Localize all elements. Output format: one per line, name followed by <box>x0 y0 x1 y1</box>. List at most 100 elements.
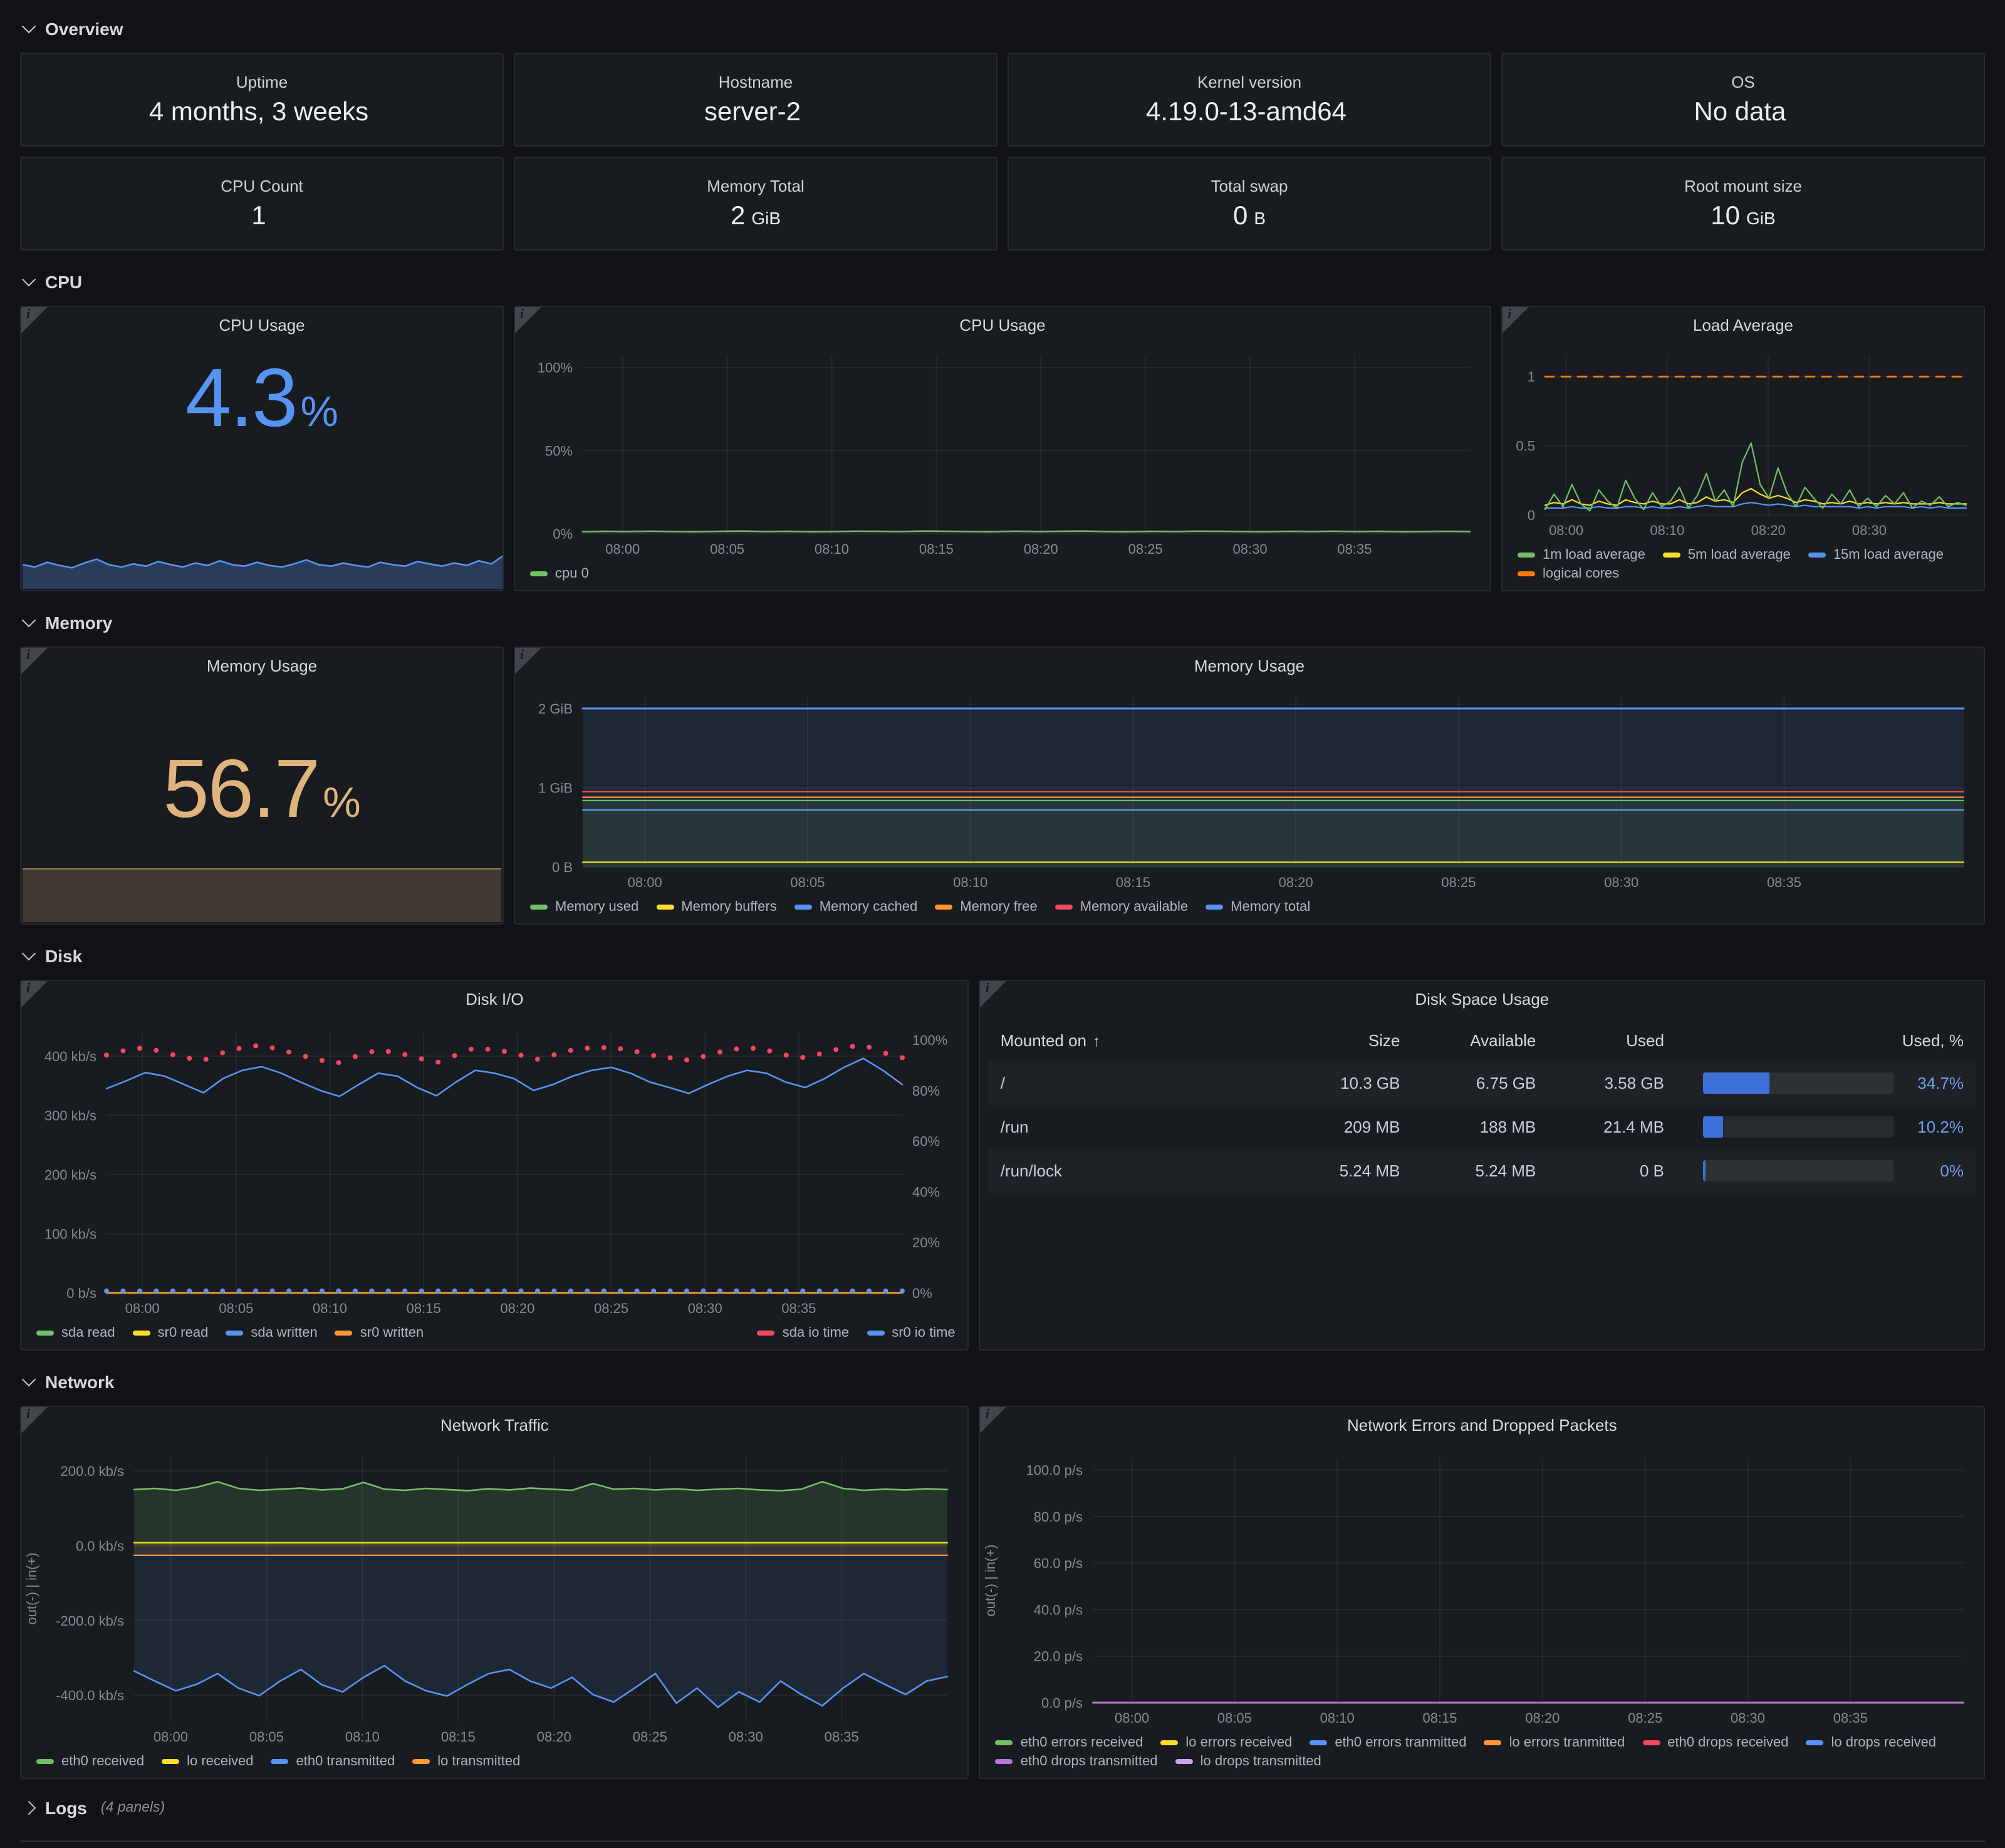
stat-title: CPU Count <box>221 176 303 195</box>
legend-item[interactable]: 15m load average <box>1808 548 1944 563</box>
svg-text:0.0 p/s: 0.0 p/s <box>1042 1695 1083 1711</box>
panel-info-icon[interactable]: i <box>21 1407 48 1433</box>
legend-item[interactable]: Memory available <box>1055 900 1188 915</box>
section-logs[interactable]: Logs (4 panels) <box>20 1792 1985 1842</box>
cpu-usage-chart[interactable]: 0% 50% 100% 08:00 08:05 08:10 08:15 08:20 08:25 0… <box>515 343 1490 564</box>
svg-text:08:10: 08:10 <box>1320 1710 1355 1726</box>
legend-label: lo drops transmitted <box>1200 1754 1321 1769</box>
stat-memory-total: Memory Total 2 GiB <box>514 157 997 251</box>
stat-root-mount-size: Root mount size 10 GiB <box>1501 157 1985 251</box>
section-network[interactable]: Network <box>20 1363 1985 1401</box>
svg-text:08:35: 08:35 <box>1833 1710 1868 1726</box>
section-panel-count: (4 panels) <box>100 1800 165 1815</box>
legend-item[interactable]: eth0 drops transmitted <box>995 1754 1158 1769</box>
panel-title[interactable]: Memory Usage <box>206 657 318 675</box>
legend-item[interactable]: lo errors tranmitted <box>1484 1735 1625 1750</box>
legend-item[interactable]: lo transmitted <box>412 1754 520 1769</box>
panel-title[interactable]: Disk I/O <box>466 990 524 1009</box>
legend-label: lo received <box>187 1754 254 1769</box>
section-title: Overview <box>45 19 123 39</box>
section-overview[interactable]: Overview <box>20 10 1985 48</box>
panel-info-icon[interactable]: i <box>21 981 48 1007</box>
svg-text:08:05: 08:05 <box>249 1729 284 1745</box>
panel-title[interactable]: Disk Space Usage <box>1415 990 1549 1009</box>
stat-value: 4 months, 3 weeks <box>148 97 369 126</box>
legend-item[interactable]: lo drops transmitted <box>1175 1754 1321 1769</box>
panel-title[interactable]: CPU Usage <box>219 316 305 335</box>
section-cpu[interactable]: CPU <box>20 263 1985 301</box>
table-cell: 188 MB <box>1479 1118 1536 1136</box>
column-header-used-pct[interactable]: Used, % <box>1902 1031 1964 1050</box>
legend-item[interactable]: sda read <box>36 1326 115 1341</box>
legend-item[interactable]: 5m load average <box>1662 548 1791 563</box>
legend-item[interactable]: sda io time <box>757 1326 849 1341</box>
panel-title[interactable]: Network Errors and Dropped Packets <box>1347 1416 1617 1435</box>
panel-title[interactable]: Memory Usage <box>1194 657 1305 675</box>
memory-usage-chart[interactable]: 0 B 1 GiB 2 GiB 08:00 08:05 08:10 08:15 08:20 08… <box>515 684 1984 897</box>
svg-text:08:00: 08:00 <box>1549 522 1583 538</box>
gauge-fill <box>1703 1116 1722 1138</box>
legend-series-swatch <box>226 1331 244 1336</box>
legend-item[interactable]: sr0 written <box>335 1326 424 1341</box>
table-header-row: Mounted on ↑ Size Available Used Used, % <box>988 1020 1976 1061</box>
legend-item[interactable]: Memory total <box>1206 900 1310 915</box>
panel-info-icon[interactable]: i <box>980 1407 1007 1433</box>
column-header-mounted-on[interactable]: Mounted on ↑ <box>1000 1031 1101 1050</box>
legend-item[interactable]: lo received <box>162 1754 254 1769</box>
svg-text:100%: 100% <box>912 1032 947 1048</box>
legend-item[interactable]: logical cores <box>1518 566 1619 581</box>
panel-info-icon[interactable]: i <box>1502 307 1529 333</box>
panel-info-icon[interactable]: i <box>980 981 1007 1007</box>
legend-item[interactable]: eth0 received <box>36 1754 144 1769</box>
svg-text:200 kb/s: 200 kb/s <box>44 1167 96 1183</box>
legend-item[interactable]: Memory buffers <box>656 900 777 915</box>
section-disk[interactable]: Disk <box>20 937 1985 975</box>
legend-item[interactable]: Memory cached <box>794 900 917 915</box>
table-cell: 5.24 MB <box>1475 1161 1536 1180</box>
legend-item[interactable]: cpu 0 <box>530 566 589 581</box>
section-memory[interactable]: Memory <box>20 604 1985 641</box>
stat-os: OS No data <box>1501 53 1985 147</box>
legend-item[interactable]: eth0 drops received <box>1642 1735 1789 1750</box>
legend-item[interactable]: lo errors received <box>1160 1735 1292 1750</box>
panel-title[interactable]: Load Average <box>1693 316 1793 335</box>
network-errors-chart[interactable]: 0.0 p/s 20.0 p/s 40.0 p/s 60.0 p/s 80.0 p/s 1… <box>981 1443 1984 1733</box>
legend-item[interactable]: sda written <box>226 1326 318 1341</box>
legend-item[interactable]: eth0 transmitted <box>271 1754 395 1769</box>
legend-item[interactable]: lo drops received <box>1806 1735 1936 1750</box>
legend-item[interactable]: sr0 read <box>132 1326 208 1341</box>
column-header-size[interactable]: Size <box>1368 1031 1400 1050</box>
legend-series-swatch <box>530 571 548 576</box>
table-cell: /run/lock <box>1000 1161 1062 1180</box>
column-header-available[interactable]: Available <box>1470 1031 1536 1050</box>
panel-title[interactable]: Network Traffic <box>440 1416 549 1435</box>
panel-info-icon[interactable]: i <box>21 648 48 674</box>
section-title: Memory <box>45 613 113 633</box>
panel-disk-space-usage: i Disk Space Usage Mounted on ↑ Size Avai… <box>979 980 1985 1351</box>
svg-text:08:25: 08:25 <box>1441 875 1476 890</box>
disk-io-chart[interactable]: 0 b/s 100 kb/s 200 kb/s 300 kb/s 400 kb/s 0% 2… <box>21 1017 968 1323</box>
stat-value: 2 GiB <box>730 201 781 230</box>
panel-info-icon[interactable]: i <box>515 307 541 333</box>
legend-series-swatch <box>36 1759 54 1764</box>
legend-item[interactable]: sr0 io time <box>867 1326 956 1341</box>
legend-item[interactable]: Memory used <box>530 900 638 915</box>
panel-title[interactable]: CPU Usage <box>959 316 1046 335</box>
load-average-chart[interactable]: 0 0.5 1 08:00 08:10 08:20 08:30 <box>1502 343 1984 545</box>
panel-info-icon[interactable]: i <box>21 307 48 333</box>
network-traffic-chart[interactable]: 200.0 kb/s 0.0 kb/s -200.0 kb/s -400.0 kb/s… <box>21 1443 968 1752</box>
legend-item[interactable]: eth0 errors received <box>995 1735 1143 1750</box>
legend-item[interactable]: 1m load average <box>1518 548 1645 563</box>
column-header-used[interactable]: Used <box>1626 1031 1664 1050</box>
disk-table-body: / 10.3 GB 6.75 GB 3.58 GB 34.7% /run 209 MB 188… <box>988 1061 1976 1193</box>
stat-title: Root mount size <box>1684 176 1802 195</box>
legend-item[interactable]: Memory free <box>935 900 1038 915</box>
legend-label: sda written <box>251 1326 318 1341</box>
panel-info-icon[interactable]: i <box>515 648 541 674</box>
svg-text:08:30: 08:30 <box>1852 522 1887 538</box>
svg-text:08:25: 08:25 <box>633 1729 667 1745</box>
chevron-down-icon <box>21 272 36 287</box>
svg-text:08:15: 08:15 <box>441 1729 476 1745</box>
legend-item[interactable]: eth0 errors tranmitted <box>1310 1735 1467 1750</box>
